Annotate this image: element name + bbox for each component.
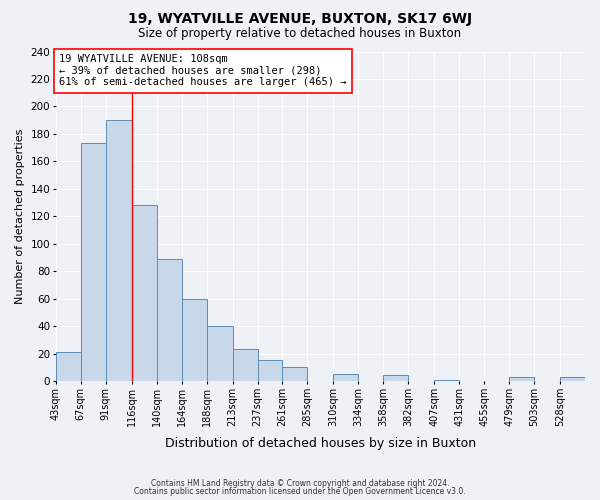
Text: Size of property relative to detached houses in Buxton: Size of property relative to detached ho…: [139, 28, 461, 40]
Bar: [283, 367, 307, 381]
Bar: [509, 377, 534, 381]
Bar: [257, 360, 283, 381]
Bar: [106, 120, 132, 381]
Bar: [334, 374, 358, 381]
Bar: [56, 352, 81, 381]
Bar: [132, 205, 157, 381]
Bar: [81, 144, 106, 381]
Bar: [560, 377, 585, 381]
Text: 19, WYATVILLE AVENUE, BUXTON, SK17 6WJ: 19, WYATVILLE AVENUE, BUXTON, SK17 6WJ: [128, 12, 472, 26]
Bar: [157, 259, 182, 381]
Bar: [383, 376, 408, 381]
Bar: [434, 380, 459, 381]
Bar: [182, 298, 206, 381]
X-axis label: Distribution of detached houses by size in Buxton: Distribution of detached houses by size …: [165, 437, 476, 450]
Text: Contains HM Land Registry data © Crown copyright and database right 2024.: Contains HM Land Registry data © Crown c…: [151, 478, 449, 488]
Text: Contains public sector information licensed under the Open Government Licence v3: Contains public sector information licen…: [134, 487, 466, 496]
Text: 19 WYATVILLE AVENUE: 108sqm
← 39% of detached houses are smaller (298)
61% of se: 19 WYATVILLE AVENUE: 108sqm ← 39% of det…: [59, 54, 346, 88]
Y-axis label: Number of detached properties: Number of detached properties: [15, 128, 25, 304]
Bar: [206, 326, 233, 381]
Bar: [233, 350, 257, 381]
